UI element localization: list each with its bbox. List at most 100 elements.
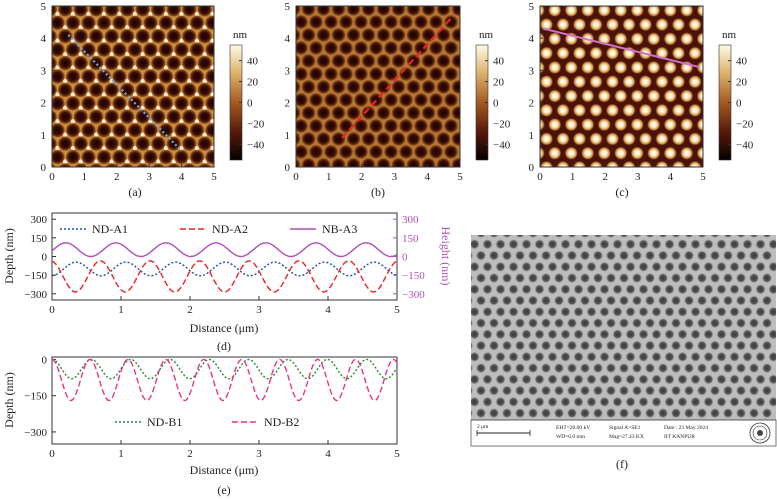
afm-bump [523, 18, 537, 32]
sem-pore [742, 238, 753, 250]
sem-pore [618, 385, 630, 397]
afm-pore [316, 131, 331, 147]
sem-pore [755, 373, 766, 385]
afm-pore [189, 68, 205, 85]
line-chart-e: 0 1 2 3 4 5 0 −150 −300 ND-B1 ND-B2 Depth (nm) Dis… [2, 354, 400, 497]
afm-pore [429, 0, 444, 4]
afm-pore [338, 144, 354, 160]
sem-pore [471, 250, 474, 261]
afm-pore [346, 27, 361, 43]
sem-pore [755, 238, 766, 250]
sem-pore [547, 351, 558, 363]
afm-pore [301, 79, 316, 95]
afm-bump [705, 0, 719, 3]
sem-pore [534, 351, 545, 363]
afm-pore [301, 105, 316, 121]
afm-pore [308, 118, 324, 134]
afm-bump [705, 75, 719, 89]
afm-pore [65, 68, 81, 85]
afm-rim-highlight [226, 92, 230, 96]
sem-pore [690, 261, 701, 273]
sem-pore [586, 261, 597, 273]
afm-pore [398, 144, 414, 160]
afm-pore [428, 40, 444, 56]
afm-pore [135, 109, 151, 125]
afm-pore [197, 135, 213, 152]
sem-pore [683, 362, 695, 374]
sem-pore [670, 250, 682, 261]
afm-bump [663, 6, 678, 18]
afm-bump [638, 103, 653, 118]
afm-bump [597, 60, 612, 75]
afm-pore [52, 82, 58, 98]
sem-pore [599, 373, 610, 385]
afm-pore [158, 149, 174, 165]
afm-bump [646, 89, 661, 103]
sem-pore [586, 373, 597, 385]
afm-pore [361, 79, 376, 95]
afm-pore [182, 162, 197, 167]
chart-d-content: 0 1 2 3 4 5 300 300 150 150 0 0 −150 −150 −300 −300 ND-A… [24, 214, 425, 316]
afm-pore [57, 109, 73, 125]
afm-pore [142, 149, 159, 165]
sem-pore [471, 235, 474, 238]
sem-pore [471, 373, 480, 385]
afm-pore [279, 14, 294, 29]
afm-pore [65, 95, 81, 112]
afm-pore [135, 82, 151, 98]
afm-pore [197, 162, 212, 167]
sem-pore [670, 362, 682, 374]
afm-pore [65, 41, 81, 58]
afm-pore [89, 162, 104, 167]
sem-pore [761, 235, 773, 239]
afm-pore [88, 109, 104, 125]
sem-pore [471, 283, 480, 295]
afm-pore [119, 6, 135, 18]
sem-pore [657, 340, 669, 352]
sem-pore [709, 272, 721, 284]
sem-pore [599, 351, 610, 363]
afm-bump [622, 160, 636, 167]
afm-pore [111, 149, 128, 165]
afm-pore [34, 15, 50, 31]
afm-rim-highlight [164, 173, 168, 177]
afm-pore [104, 55, 120, 71]
sem-pore [742, 328, 753, 340]
x-tick-label: 1 [118, 304, 124, 316]
afm-pore [73, 6, 89, 18]
afm-pore [150, 109, 166, 125]
legend-label-nb-a3: NB-A3 [322, 222, 357, 236]
afm-pore [451, 157, 460, 167]
afm-pore [376, 79, 391, 95]
afm-pore [346, 157, 361, 167]
afm-bump [663, 117, 678, 132]
sem-pore [651, 238, 662, 250]
afm-bump [540, 160, 554, 167]
profile-line-nd-a2 [341, 14, 455, 139]
sem-pore [573, 306, 584, 318]
afm-bump [564, 146, 579, 161]
sem-pore [521, 396, 532, 408]
afm-pore [451, 131, 460, 147]
afm-pore [57, 55, 73, 71]
sem-pore [540, 362, 552, 374]
afm-pore [383, 92, 399, 108]
sem-pore [690, 306, 701, 318]
sem-pore [579, 385, 591, 397]
sem-pore [742, 283, 753, 295]
sem-pore [716, 373, 727, 385]
sem-pore [586, 351, 597, 363]
afm-a-ticks: 0 1 2 3 4 5 0 1 2 3 4 5 [41, 1, 218, 183]
panel-label-b: (b) [371, 185, 385, 199]
afm-pore [361, 157, 376, 167]
sem-pore [495, 351, 506, 363]
sem-pore [696, 317, 708, 329]
y-tick-label: 300 [31, 214, 48, 226]
sem-pore [471, 408, 474, 418]
sem-pore [716, 396, 727, 408]
sem-pore [716, 351, 727, 363]
sem-pore [618, 272, 630, 284]
afm-pore [173, 68, 190, 85]
sem-pore [670, 340, 682, 352]
afm-pore [52, 122, 66, 138]
